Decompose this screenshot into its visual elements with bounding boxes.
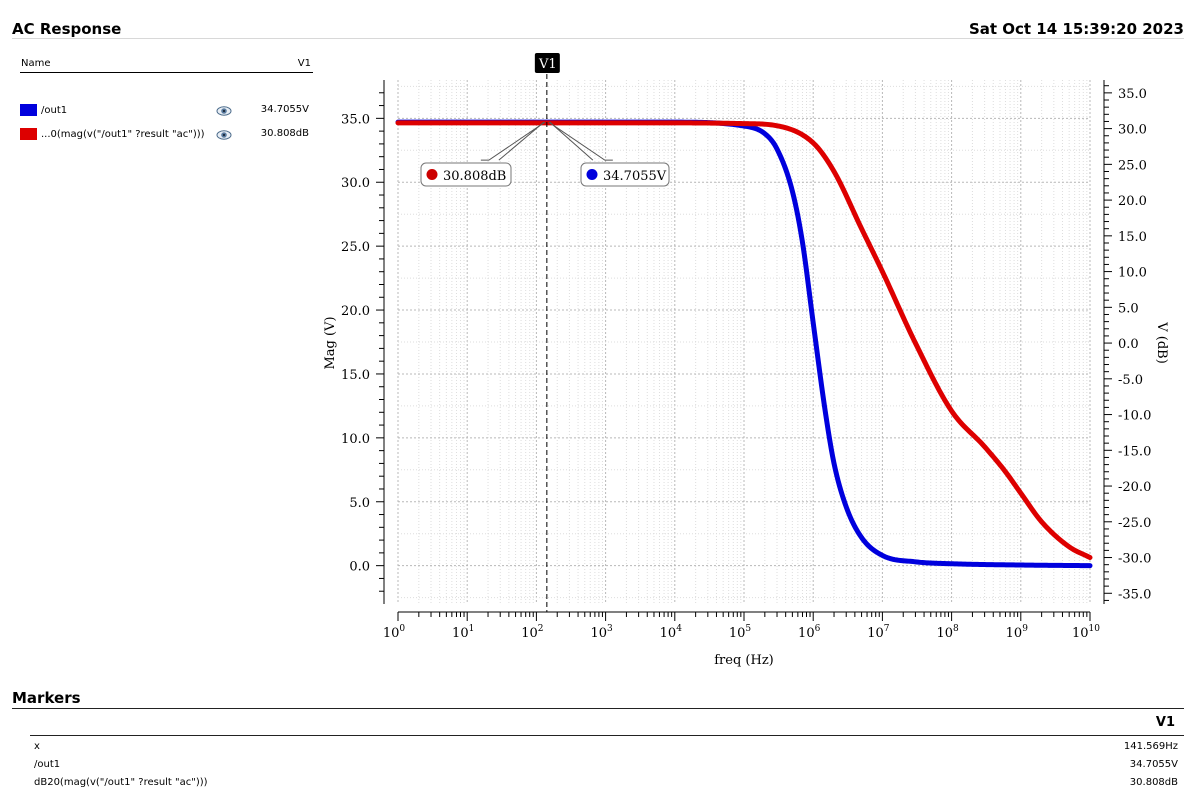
cursor-tag	[534, 53, 560, 73]
left-axis-tick-label: 10.0	[341, 432, 370, 447]
right-axis-tick-label: 10.0	[1118, 266, 1147, 281]
marker-row-label: dB20(mag(v("/out1" ?result "ac")))	[34, 777, 208, 788]
markers-column-header: V1	[1155, 715, 1175, 730]
right-axis-tick-label: 0.0	[1118, 337, 1139, 352]
x-axis-tick-label: 106	[798, 624, 821, 641]
left-axis-tick-label: 5.0	[349, 496, 370, 511]
left-axis-tick-label: 35.0	[341, 112, 370, 127]
marker-row-db20: dB20(mag(v("/out1" ?result "ac"))) 30.80…	[34, 777, 1178, 793]
annotation-leader	[480, 121, 546, 161]
marker-row-label: x	[34, 741, 40, 752]
left-axis-tick-label: 25.0	[341, 240, 370, 255]
legend-item-label: ...0(mag(v("/out1" ?result "ac")))	[41, 129, 205, 140]
annotation-label: 34.7055V	[603, 169, 667, 184]
right-axis-tick-label: 20.0	[1118, 194, 1147, 209]
x-axis-tick-label: 100	[383, 624, 406, 641]
legend-value-header: V1	[297, 58, 311, 69]
right-axis-tick-label: 25.0	[1118, 158, 1147, 173]
right-axis-tick-label: 15.0	[1118, 230, 1147, 245]
marker-row-value: 30.808dB	[1129, 777, 1178, 788]
annotation-marker	[426, 169, 438, 180]
annotation-marker	[586, 169, 598, 180]
right-axis-tick-label: -10.0	[1118, 409, 1151, 424]
marker-row-out1: /out1 34.7055V	[34, 759, 1178, 775]
x-axis: 100 101 102 103 104 105 106 107 108 109 1010 freq (…	[383, 611, 1100, 668]
left-axis-tick-label: 20.0	[341, 304, 370, 319]
cursor-v1: V1	[534, 53, 560, 612]
x-axis-tick-label: 108	[936, 624, 959, 641]
marker-row-label: /out1	[34, 759, 61, 770]
left-axis: 0.0 5.0 10.0 15.0 20.0 25.0 30.0 35.0 Mag (V)	[323, 80, 385, 604]
annotation-label: 30.808dB	[443, 169, 506, 184]
annotation-leader	[549, 121, 594, 161]
timestamp: Sat Oct 14 15:39:20 2023	[968, 20, 1184, 38]
markers-title: Markers	[12, 689, 81, 707]
left-axis-tick-label: 0.0	[349, 560, 370, 575]
annotation-box	[580, 162, 670, 187]
cursor-annotations: 30.808dB 34.7055V	[420, 121, 670, 187]
x-axis-tick-label: 101	[452, 624, 474, 641]
trace-color-swatch	[20, 128, 37, 140]
legend-item-db20[interactable]: ...0(mag(v("/out1" ?result "ac"))) 30.80…	[20, 128, 313, 144]
left-axis-label: Mag (V)	[323, 316, 338, 369]
legend-item-label: /out1	[41, 105, 68, 116]
series-line-db20	[395, 120, 1093, 561]
right-axis-tick-label: -15.0	[1118, 444, 1151, 459]
markers-table-divider	[30, 735, 1184, 736]
x-axis-label: freq (Hz)	[714, 653, 774, 668]
right-axis-tick-label: -5.0	[1118, 373, 1143, 388]
right-axis-tick-label: -35.0	[1118, 587, 1151, 602]
right-axis-tick-label: -30.0	[1118, 552, 1151, 567]
eye-icon[interactable]	[216, 104, 232, 118]
marker-row-value: 34.7055V	[1129, 759, 1178, 770]
right-axis-tick-label: -20.0	[1118, 480, 1151, 495]
trace-legend: Name V1 /out1 34.7055V ...0(mag(v("/out1…	[20, 56, 313, 140]
legend-header: Name V1	[20, 56, 313, 73]
x-axis-tick-label: 104	[660, 624, 683, 641]
annotation-box	[420, 162, 512, 187]
x-axis-tick-label: 105	[729, 624, 752, 641]
x-axis-tick-label: 109	[1006, 624, 1029, 641]
right-axis-tick-label: 30.0	[1118, 123, 1147, 138]
ac-response-plot[interactable]: 0.0 5.0 10.0 15.0 20.0 25.0 30.0 35.0 Mag (V) -35…	[0, 0, 1200, 690]
left-axis-tick-label: 15.0	[341, 368, 370, 383]
window-title: AC Response	[12, 20, 122, 38]
right-axis-label: V (dB)	[1154, 321, 1169, 364]
annotation-leader	[498, 121, 545, 161]
x-axis-tick-label: 103	[590, 624, 613, 641]
legend-item-value: 34.7055V	[260, 104, 309, 115]
x-axis-tick-label: 102	[521, 624, 543, 641]
marker-row-x: x 141.569Hz	[34, 741, 1178, 757]
x-axis-tick-label: 107	[867, 624, 890, 641]
legend-name-header: Name	[21, 58, 51, 69]
right-axis-tick-label: 35.0	[1118, 87, 1147, 102]
x-axis-tick-label: 1010	[1072, 624, 1100, 641]
annotation-leader	[548, 121, 613, 161]
header-divider	[12, 38, 1184, 39]
right-axis-tick-label: -25.0	[1118, 516, 1151, 531]
cursor-label: V1	[538, 57, 557, 72]
marker-row-value: 141.569Hz	[1123, 741, 1178, 752]
plot-grid	[397, 80, 1091, 604]
right-axis: -35.0 -30.0 -25.0 -20.0 -15.0 -10.0 -5.0 0.0 5.0…	[1103, 80, 1169, 604]
left-axis-tick-label: 30.0	[341, 176, 370, 191]
markers-divider	[12, 708, 1184, 709]
trace-color-swatch	[20, 104, 37, 116]
legend-item-out1[interactable]: /out1 34.7055V	[20, 104, 313, 120]
eye-icon[interactable]	[216, 128, 232, 142]
right-axis-tick-label: 5.0	[1118, 301, 1139, 316]
legend-item-value: 30.808dB	[260, 128, 309, 139]
